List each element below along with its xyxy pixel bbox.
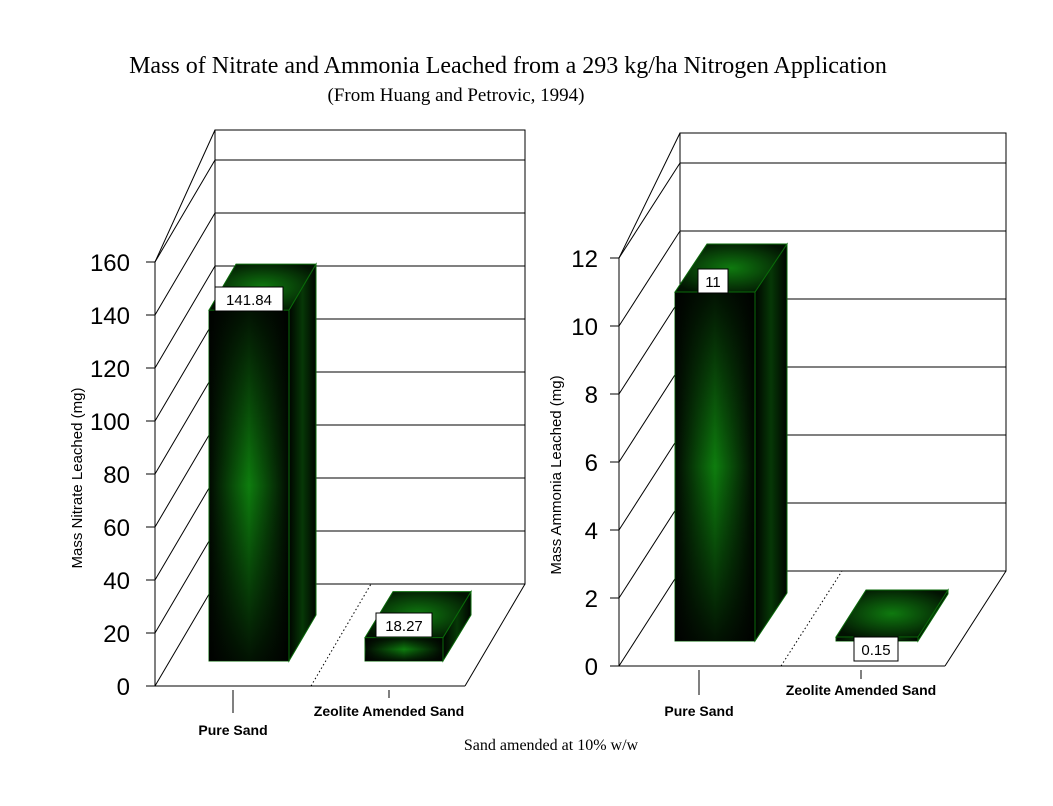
gridline-side (154, 159, 216, 263)
bar-pure-sand (674, 242, 788, 643)
y-tick-label: 100 (90, 409, 130, 436)
x-tick-label: Pure Sand (198, 722, 267, 738)
bar-front-shade (209, 310, 289, 661)
value-label: 0.15 (861, 642, 890, 659)
y-tick-label: 160 (90, 250, 130, 277)
y-tick-label: 8 (585, 382, 598, 409)
value-label: 18.27 (385, 618, 423, 635)
chart-subtitle: (From Huang and Petrovic, 1994) (328, 85, 585, 106)
gridline-side (618, 434, 681, 531)
y-tick-label: 0 (585, 654, 598, 681)
bar-pure-sand (208, 262, 317, 663)
value-label-box (697, 268, 729, 294)
y-tick-label: 4 (585, 518, 598, 545)
floor-right-edge (464, 583, 526, 687)
gridline-side (618, 162, 681, 259)
x-tick-label: Zeolite Amended Sand (786, 682, 936, 698)
gridline-side (618, 502, 681, 599)
bar-front-shade (365, 637, 443, 661)
gridline-side (618, 230, 681, 327)
gridline-side (618, 366, 681, 463)
gridline-side (618, 298, 681, 395)
gridline-side (154, 424, 216, 528)
y-tick-label: 12 (571, 246, 598, 273)
chart-title: Mass of Nitrate and Ammonia Leached from… (129, 53, 887, 79)
y-tick-label: 10 (571, 314, 598, 341)
floor-left-edge (154, 583, 216, 687)
value-label-box (375, 612, 433, 638)
gridline-side (154, 265, 216, 369)
y-tick-label: 80 (103, 462, 130, 489)
x-tick-label: Zeolite Amended Sand (314, 703, 464, 719)
footer-label: Sand amended at 10% w/w (464, 737, 639, 754)
y-tick-label: 120 (90, 356, 130, 383)
category-divider (780, 570, 843, 667)
left-wall-top-edge (618, 132, 681, 259)
gridline-side (154, 477, 216, 581)
value-label: 11 (705, 274, 721, 291)
left-wall-top-edge (154, 129, 216, 263)
floor-right-edge (944, 570, 1007, 667)
y-tick-label: 20 (103, 621, 130, 648)
nitrate-chart: 0 20 40 60 80 100 120 140 160 Mass Nitrate Leache… (69, 129, 526, 738)
y-tick-label: 2 (585, 586, 598, 613)
x-tick-label: Pure Sand (664, 703, 733, 719)
bar-side (288, 262, 317, 663)
y-tick-label: 0 (117, 674, 130, 701)
y-tick-label: 140 (90, 303, 130, 330)
bar-top (835, 589, 949, 638)
gridline-side (154, 530, 216, 634)
ammonia-chart: 0 2 4 6 8 10 12 Mass Ammonia Leached (mg) 11 Pure… (548, 132, 1007, 719)
bar-front-shade (675, 292, 755, 641)
y-tick-label: 6 (585, 450, 598, 477)
floor-left-edge (618, 570, 681, 667)
y-tick-label: 60 (103, 515, 130, 542)
y-axis-label: Mass Ammonia Leached (mg) (548, 375, 565, 574)
y-tick-label: 40 (103, 568, 130, 595)
gridline-side (154, 212, 216, 316)
gridline-side (154, 371, 216, 475)
bar-side (754, 242, 788, 643)
category-divider (310, 583, 372, 687)
value-label: 141.84 (226, 292, 272, 309)
y-axis-label: Mass Nitrate Leached (mg) (69, 388, 86, 569)
value-label-box (853, 636, 899, 662)
value-label-box (214, 286, 284, 312)
gridline-side (154, 318, 216, 422)
bar-zeolite-amended-sand (835, 588, 949, 643)
